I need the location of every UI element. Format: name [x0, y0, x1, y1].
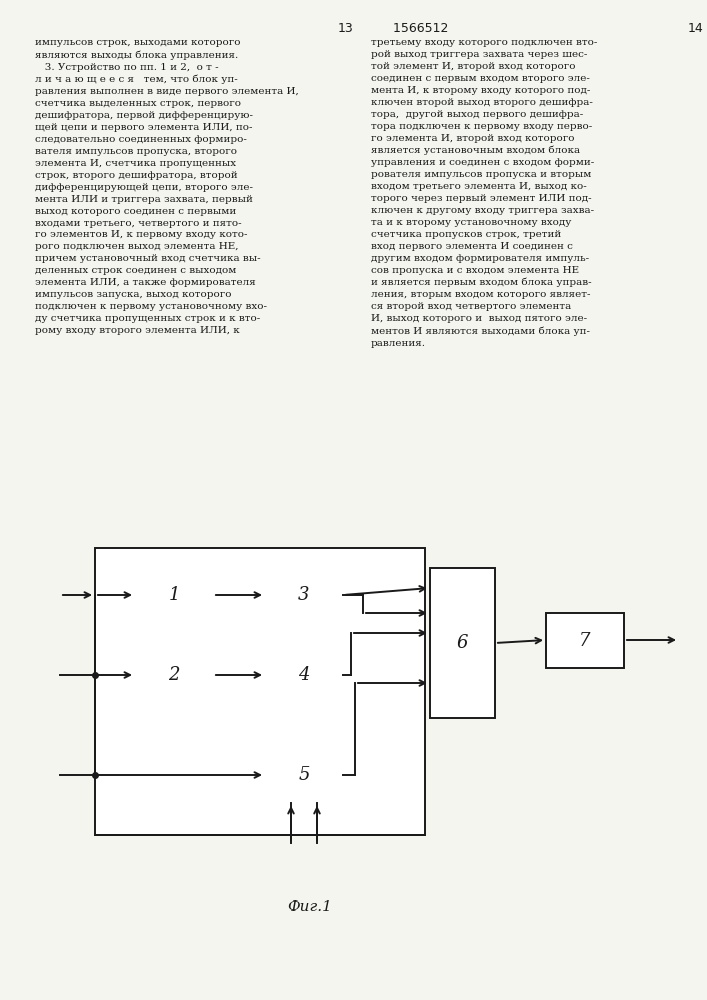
- Bar: [135, 648, 213, 703]
- Text: третьему входу которого подключен вто-
рой выход триггера захвата через шес-
той: третьему входу которого подключен вто- р…: [371, 38, 597, 348]
- Text: 6: 6: [457, 634, 468, 652]
- Text: 5: 5: [298, 766, 310, 784]
- Text: 7: 7: [579, 632, 591, 650]
- Text: Фиг.1: Фиг.1: [288, 900, 332, 914]
- Bar: [265, 748, 343, 803]
- Bar: [265, 568, 343, 623]
- Text: 14: 14: [687, 22, 703, 35]
- Text: 2: 2: [168, 666, 180, 684]
- Text: 4: 4: [298, 666, 310, 684]
- Text: 1566512: 1566512: [353, 22, 448, 35]
- Bar: [265, 648, 343, 703]
- Text: импульсов строк, выходами которого
являются выходы блока управления.
   3. Устро: импульсов строк, выходами которого являю…: [35, 38, 299, 335]
- Bar: [95, 548, 425, 835]
- Text: 13: 13: [337, 22, 353, 35]
- Bar: [430, 568, 495, 718]
- Bar: [546, 613, 624, 668]
- Text: 3: 3: [298, 586, 310, 604]
- Text: 1: 1: [168, 586, 180, 604]
- Bar: [135, 568, 213, 623]
